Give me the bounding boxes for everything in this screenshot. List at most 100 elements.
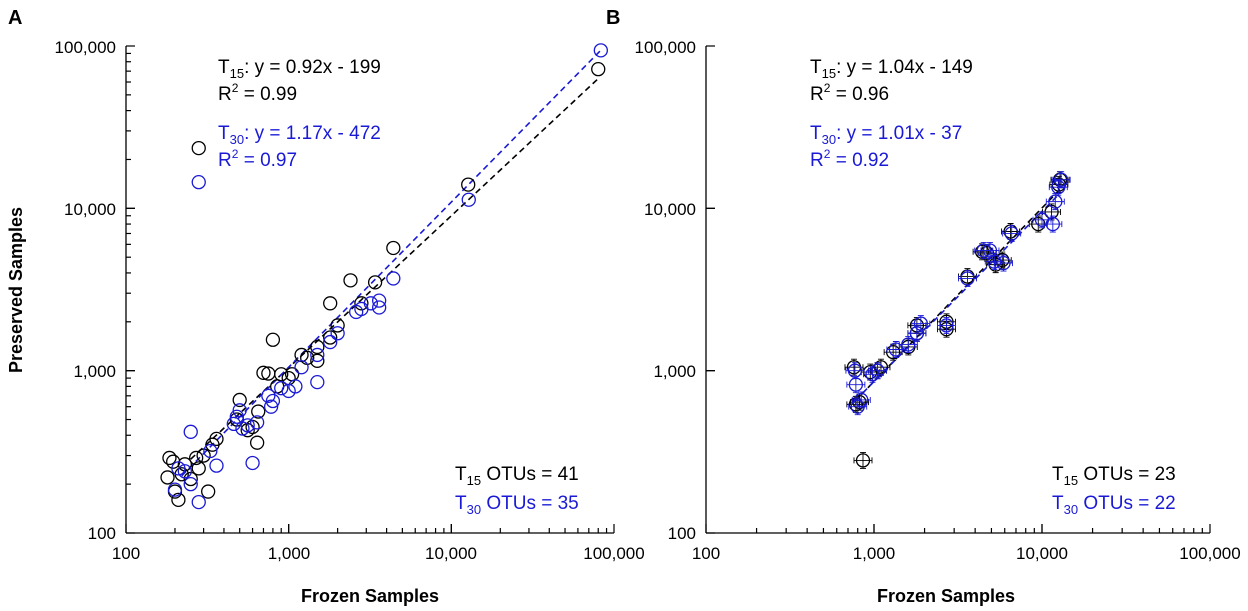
y-tick-labels: 100 1,000 10,000 100,000: [635, 38, 696, 543]
panel-letter-a: A: [8, 7, 22, 29]
t30-data-point: [249, 415, 265, 430]
t15-data-point: [343, 273, 358, 288]
t30-error-bar: [1043, 215, 1063, 233]
panel-a: A Preserved Samples Frozen Samples 100 1…: [6, 7, 645, 606]
t30-data-point: [294, 360, 309, 375]
fit-lines: [853, 187, 1062, 403]
t30-data-point: [171, 461, 186, 476]
t15-data-point: [191, 461, 206, 476]
t30-error-bar: [1032, 211, 1052, 229]
t30-data-point: [177, 464, 192, 479]
t30-data-point: [593, 43, 608, 58]
t15-data-point: [162, 450, 177, 466]
t30-data-point: [323, 334, 338, 350]
data-points: [160, 43, 608, 510]
t15-error-bar: [844, 358, 864, 376]
t30-error-bar: [958, 269, 977, 287]
x-tick-label: 10,000: [1016, 544, 1068, 563]
t30-data-point: [209, 458, 224, 473]
t15-data-point: [855, 453, 871, 468]
t15-data-point: [240, 423, 255, 438]
t15-error-bar: [1049, 176, 1069, 194]
t15-error-bar: [853, 451, 873, 469]
t30-error-bar: [980, 242, 1000, 259]
t30-data-point: [1045, 216, 1060, 232]
t30-error-bar: [1048, 178, 1068, 196]
y-tick-label: 100,000: [635, 38, 696, 57]
t30-data-point: [386, 271, 401, 286]
t30-data-point: [996, 255, 1011, 271]
t15-data-point: [979, 245, 995, 261]
t30-data-point: [263, 399, 279, 414]
t30-error-bar: [848, 398, 868, 416]
t30-data-point: [261, 388, 276, 403]
t30-data-point: [310, 347, 325, 363]
t15-otu-count: T15 OTUs = 23: [1052, 464, 1176, 488]
t30-data-point: [847, 363, 863, 378]
panel-letter-b: B: [606, 7, 620, 29]
t30-error-bar: [1002, 225, 1022, 242]
t30-data-point: [288, 379, 303, 394]
t15-data-point: [1044, 204, 1059, 220]
t15-data-point: [310, 339, 325, 355]
t30-error-bar: [846, 376, 866, 394]
y-tick-labels: 100 1,000 10,000 100,000: [55, 38, 116, 543]
t30-data-point: [1048, 194, 1063, 209]
t30-data-point: [372, 300, 387, 315]
fit-lines: [181, 50, 601, 477]
t15-data-point: [1003, 224, 1018, 239]
y-tick-label: 100: [668, 524, 696, 543]
t15-error-bar: [972, 243, 992, 261]
x-tick-labels: 100 1,000 10,000 100,000: [692, 544, 1241, 563]
t30-data-point: [265, 393, 281, 409]
t15-data-point: [251, 404, 266, 419]
t15-data-point: [274, 367, 289, 382]
t15-r-squared: R2 = 0.96: [810, 81, 889, 105]
t30-data-point: [1004, 226, 1019, 241]
t30-data-point: [229, 409, 244, 424]
t30-data-point: [888, 342, 904, 357]
t30-data-point: [183, 424, 198, 439]
t30-error-bar: [1045, 193, 1065, 211]
t30-error-bar: [845, 362, 865, 380]
t30-otu-count: T30 OTUs = 35: [455, 493, 579, 517]
t30-data-point: [274, 381, 289, 396]
t30-data-point: [226, 416, 241, 432]
t30-data-point: [987, 254, 1002, 269]
t30-otu-count: T30 OTUs = 22: [1052, 493, 1176, 517]
t30-data-point: [183, 476, 198, 492]
t30-data-point: [363, 296, 378, 311]
t30-data-point: [901, 337, 916, 352]
t15-equation: T15: y = 1.04x - 149: [810, 57, 973, 81]
t15-error-bar: [986, 256, 1006, 274]
t15-otu-count: T15 OTUs = 41: [455, 464, 579, 488]
t30-data-point: [349, 304, 364, 320]
t30-error-bar: [1051, 171, 1071, 189]
x-tick-labels: 100 1,000 10,000 100,000: [112, 544, 645, 563]
t30-data-point: [310, 374, 325, 390]
t15-error-bar: [1001, 223, 1021, 240]
t30-data-point: [203, 443, 218, 459]
tick-marks: [705, 45, 1211, 534]
t15-data-point: [160, 470, 175, 485]
x-axis-title: Frozen Samples: [301, 586, 439, 606]
x-tick-label: 1,000: [853, 544, 896, 563]
t30-data-point: [939, 318, 954, 333]
t15-data-point: [209, 431, 224, 447]
t15-fit-line: [190, 77, 599, 460]
t15-error-bar: [992, 251, 1012, 269]
t15-data-point: [330, 318, 345, 333]
x-tick-label: 100,000: [1179, 544, 1240, 563]
t30-data-point: [191, 174, 206, 190]
t30-error-bar: [994, 254, 1013, 272]
t15-data-point: [848, 397, 864, 412]
t15-data-point: [232, 392, 247, 408]
tick-marks: [125, 45, 615, 534]
x-tick-label: 100: [692, 544, 720, 563]
t15-data-point: [873, 360, 889, 375]
t15-data-point: [323, 330, 338, 345]
t30-error-bar: [911, 315, 931, 333]
t15-data-point: [249, 435, 265, 450]
t15-data-point: [367, 275, 383, 290]
t30-data-point: [245, 455, 260, 471]
